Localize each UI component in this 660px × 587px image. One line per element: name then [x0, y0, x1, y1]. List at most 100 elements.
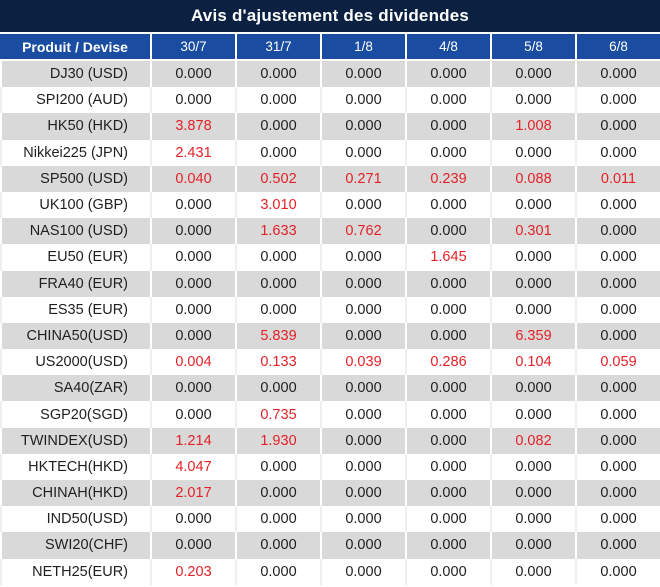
value-cell: 0.301	[490, 218, 575, 245]
value-cell: 0.000	[320, 296, 405, 323]
value-cell: 0.000	[150, 532, 235, 559]
value-cell: 0.000	[150, 218, 235, 245]
value-cell: 0.000	[575, 427, 660, 454]
value-cell: 0.239	[405, 165, 490, 192]
table-row: SWI20(CHF) 0.000 0.000 0.000 0.000 0.000 0.000	[0, 532, 660, 559]
value-cell: 0.000	[490, 139, 575, 166]
value-cell: 0.000	[490, 532, 575, 559]
product-cell: TWINDEX(USD)	[0, 427, 150, 454]
value-cell: 0.000	[490, 244, 575, 271]
product-cell: Nikkei225 (JPN)	[0, 139, 150, 166]
value-cell: 0.000	[575, 558, 660, 585]
value-cell: 0.000	[320, 270, 405, 297]
value-cell: 0.000	[320, 87, 405, 114]
value-cell: 0.000	[320, 532, 405, 559]
value-cell: 0.000	[575, 218, 660, 245]
product-cell: HKTECH(HKD)	[0, 453, 150, 480]
value-cell: 0.059	[575, 349, 660, 376]
value-cell: 0.000	[405, 191, 490, 219]
value-cell: 0.000	[235, 139, 320, 166]
table-row: Nikkei225 (JPN) 2.431 0.000 0.000 0.000 0.000…	[0, 139, 660, 166]
value-cell: 0.133	[235, 349, 320, 376]
value-cell: 2.017	[150, 480, 235, 507]
product-cell: SA40(ZAR)	[0, 375, 150, 402]
value-cell: 0.502	[235, 165, 320, 192]
value-cell: 0.000	[490, 87, 575, 114]
value-cell: 0.000	[235, 61, 320, 88]
value-cell: 0.004	[150, 349, 235, 376]
value-cell: 0.000	[490, 558, 575, 585]
table-row: EU50 (EUR) 0.000 0.000 0.000 1.645 0.000 0.000	[0, 244, 660, 271]
value-cell: 0.000	[405, 139, 490, 166]
product-cell: FRA40 (EUR)	[0, 270, 150, 297]
value-cell: 1.633	[235, 218, 320, 245]
value-cell: 0.000	[320, 191, 405, 219]
value-cell: 0.000	[150, 375, 235, 402]
value-cell: 0.039	[320, 349, 405, 376]
value-cell: 1.645	[405, 244, 490, 271]
value-cell: 0.000	[150, 87, 235, 114]
value-cell: 0.000	[490, 453, 575, 480]
column-header-date-2: 1/8	[320, 34, 405, 61]
table-row: US2000(USD) 0.004 0.133 0.039 0.286 0.104 0.05…	[0, 349, 660, 376]
product-cell: NAS100 (USD)	[0, 218, 150, 245]
value-cell: 0.000	[490, 270, 575, 297]
value-cell: 0.000	[150, 191, 235, 219]
value-cell: 0.000	[575, 270, 660, 297]
value-cell: 0.000	[575, 322, 660, 350]
table-row: SA40(ZAR) 0.000 0.000 0.000 0.000 0.000 0.000	[0, 375, 660, 402]
value-cell: 0.000	[150, 61, 235, 88]
product-cell: IND50(USD)	[0, 506, 150, 533]
product-cell: CHINAH(HKD)	[0, 480, 150, 507]
value-cell: 0.000	[575, 87, 660, 114]
value-cell: 0.000	[575, 191, 660, 219]
value-cell: 2.431	[150, 139, 235, 166]
product-cell: US2000(USD)	[0, 349, 150, 376]
table-row: UK100 (GBP) 0.000 3.010 0.000 0.000 0.000 0.00…	[0, 191, 660, 219]
value-cell: 0.000	[320, 113, 405, 140]
value-cell: 0.082	[490, 427, 575, 454]
value-cell: 0.000	[405, 480, 490, 507]
value-cell: 0.000	[490, 480, 575, 507]
value-cell: 0.000	[490, 191, 575, 219]
value-cell: 0.011	[575, 165, 660, 192]
value-cell: 0.000	[405, 218, 490, 245]
table-row: FRA40 (EUR) 0.000 0.000 0.000 0.000 0.000 0.00…	[0, 270, 660, 297]
page-title: Avis d'ajustement des dividendes	[0, 0, 660, 32]
table-row: CHINAH(HKD) 2.017 0.000 0.000 0.000 0.000 0.00…	[0, 480, 660, 507]
value-cell: 1.008	[490, 113, 575, 140]
column-header-product: Produit / Devise	[0, 34, 150, 61]
value-cell: 0.000	[320, 453, 405, 480]
table-body: DJ30 (USD) 0.000 0.000 0.000 0.000 0.000 0.000…	[0, 61, 660, 585]
value-cell: 0.271	[320, 165, 405, 192]
value-cell: 0.000	[150, 401, 235, 428]
value-cell: 0.000	[320, 375, 405, 402]
value-cell: 0.000	[405, 453, 490, 480]
value-cell: 0.000	[490, 61, 575, 88]
value-cell: 0.000	[235, 270, 320, 297]
value-cell: 0.000	[235, 113, 320, 140]
table-row: TWINDEX(USD) 1.214 1.930 0.000 0.000 0.082 0.0…	[0, 427, 660, 454]
value-cell: 0.000	[235, 532, 320, 559]
value-cell: 0.286	[405, 349, 490, 376]
value-cell: 0.762	[320, 218, 405, 245]
column-header-date-1: 31/7	[235, 34, 320, 61]
value-cell: 0.000	[405, 113, 490, 140]
value-cell: 0.000	[320, 506, 405, 533]
value-cell: 0.000	[405, 401, 490, 428]
value-cell: 0.000	[575, 113, 660, 140]
table-row: NETH25(EUR) 0.203 0.000 0.000 0.000 0.000 0.00…	[0, 558, 660, 585]
column-header-date-4: 5/8	[490, 34, 575, 61]
value-cell: 0.203	[150, 558, 235, 585]
value-cell: 0.000	[405, 532, 490, 559]
product-cell: CHINA50(USD)	[0, 322, 150, 350]
value-cell: 0.000	[575, 532, 660, 559]
value-cell: 0.000	[490, 506, 575, 533]
header-row: Produit / Devise 30/7 31/7 1/8 4/8 5/8 6/8	[0, 34, 660, 61]
table-row: NAS100 (USD) 0.000 1.633 0.762 0.000 0.301 0.0…	[0, 218, 660, 245]
dividends-table: Produit / Devise 30/7 31/7 1/8 4/8 5/8 6/8 DJ…	[0, 34, 660, 585]
value-cell: 0.000	[150, 296, 235, 323]
table-row: CHINA50(USD) 0.000 5.839 0.000 0.000 6.359 0.0…	[0, 322, 660, 350]
value-cell: 5.839	[235, 322, 320, 350]
column-header-date-5: 6/8	[575, 34, 660, 61]
